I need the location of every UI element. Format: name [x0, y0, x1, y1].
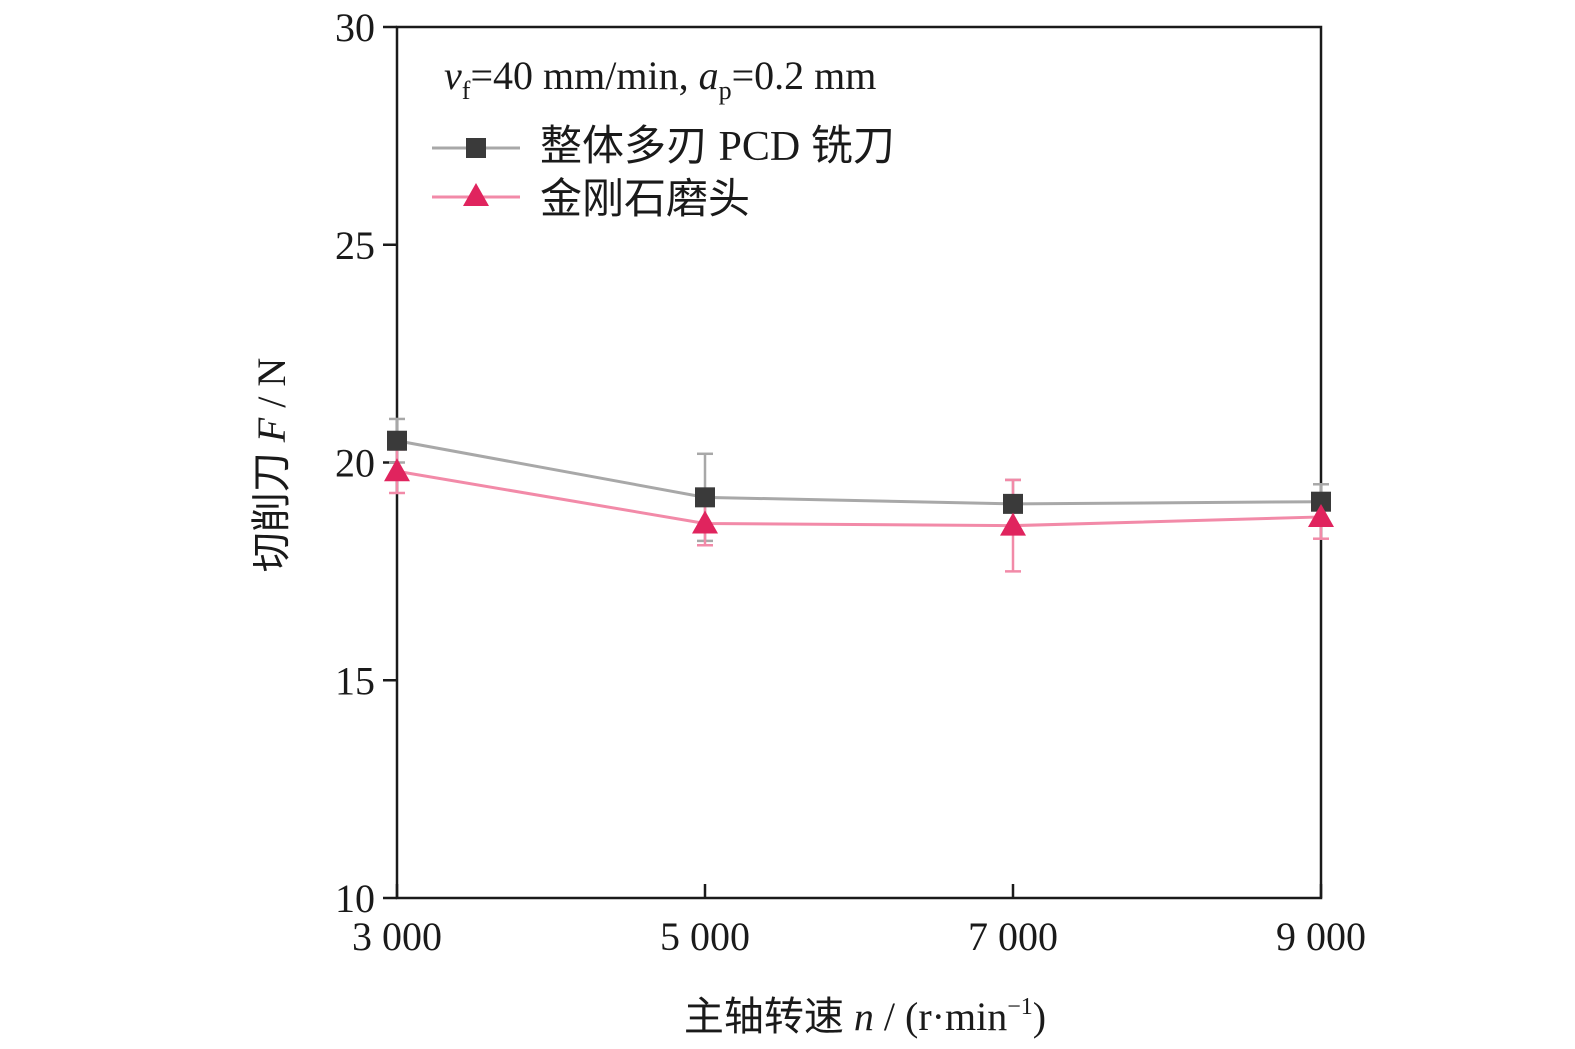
series-markers	[384, 430, 1334, 536]
y-tick-label: 10	[335, 876, 375, 921]
y-axis-ticks: 10 15 20 25 30	[335, 5, 397, 921]
x-axis-ticks: 3 000 5 000 7 000 9 000	[352, 884, 1366, 959]
x-tick-label: 3 000	[352, 914, 442, 959]
data-point-triangle-1	[692, 510, 718, 534]
y-tick-label: 25	[335, 223, 375, 268]
data-point-triangle-3	[1308, 503, 1334, 527]
series-line-1	[396, 469, 1322, 528]
data-point-triangle-2	[1000, 512, 1026, 536]
condition-annotation: vf=40 mm/min, ap=0.2 mm	[444, 53, 876, 105]
series-lines	[396, 439, 1322, 528]
data-point-square-1	[695, 487, 715, 508]
data-point-square-2	[1003, 493, 1023, 514]
data-point-square-0	[387, 430, 407, 451]
legend-label-pcd: 整体多刃 PCD 铣刀	[540, 124, 895, 170]
data-point-triangle-0	[384, 458, 410, 482]
legend-entry-pcd: 整体多刃 PCD 铣刀	[432, 124, 895, 170]
series-line-0	[396, 439, 1322, 506]
x-tick-label: 7 000	[968, 914, 1058, 959]
legend-marker-square	[466, 138, 486, 158]
x-axis-title: 主轴转速 n / (r·min−1)	[684, 994, 1046, 1039]
legend-marker-triangle	[463, 183, 489, 206]
legend-entry-diamond: 金刚石磨头	[432, 176, 750, 223]
data-point-square-3	[1311, 491, 1331, 512]
y-axis-title: 切削刀 F / N	[249, 358, 294, 572]
y-tick-label: 20	[335, 441, 375, 486]
legend-label-diamond: 金刚石磨头	[540, 176, 750, 223]
legend: 整体多刃 PCD 铣刀 金刚石磨头	[432, 124, 895, 223]
x-tick-label: 5 000	[660, 914, 750, 959]
x-tick-label: 9 000	[1276, 914, 1366, 959]
y-tick-label: 15	[335, 658, 375, 703]
y-tick-label: 30	[335, 5, 375, 50]
